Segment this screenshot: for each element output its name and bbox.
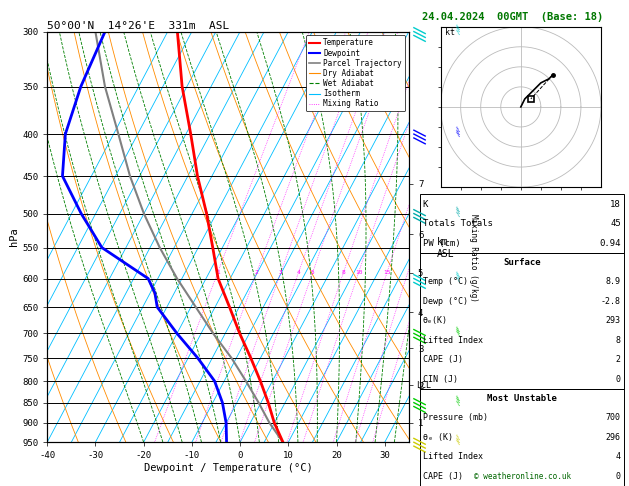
Text: Most Unstable: Most Unstable xyxy=(487,394,557,403)
Text: /: / xyxy=(456,271,462,277)
Text: K: K xyxy=(423,200,428,208)
Legend: Temperature, Dewpoint, Parcel Trajectory, Dry Adiabat, Wet Adiabat, Isotherm, Mi: Temperature, Dewpoint, Parcel Trajectory… xyxy=(306,35,405,111)
Text: /: / xyxy=(456,328,462,334)
Text: /: / xyxy=(456,206,462,212)
Text: /: / xyxy=(456,439,462,445)
Text: 5: 5 xyxy=(311,270,314,275)
Text: 0: 0 xyxy=(616,375,621,383)
Text: /: / xyxy=(456,437,462,443)
Text: 700: 700 xyxy=(606,414,621,422)
Text: PW (cm): PW (cm) xyxy=(423,239,460,247)
Text: θₑ(K): θₑ(K) xyxy=(423,316,448,325)
Text: 18: 18 xyxy=(610,200,621,208)
X-axis label: Dewpoint / Temperature (°C): Dewpoint / Temperature (°C) xyxy=(143,463,313,473)
Text: 8: 8 xyxy=(616,336,621,345)
Text: 1: 1 xyxy=(216,270,220,275)
Text: /: / xyxy=(456,29,462,35)
Text: © weatheronline.co.uk: © weatheronline.co.uk xyxy=(474,472,571,481)
Text: 4: 4 xyxy=(616,452,621,461)
Text: /: / xyxy=(456,208,462,214)
Text: /: / xyxy=(456,399,462,406)
Text: CAPE (J): CAPE (J) xyxy=(423,355,463,364)
Text: /: / xyxy=(456,434,462,440)
Text: Totals Totals: Totals Totals xyxy=(423,219,493,228)
Text: /: / xyxy=(456,273,462,279)
Text: /: / xyxy=(456,326,462,331)
Text: CIN (J): CIN (J) xyxy=(423,375,458,383)
Text: Lifted Index: Lifted Index xyxy=(423,336,482,345)
Text: 0: 0 xyxy=(616,472,621,481)
Text: 8.9: 8.9 xyxy=(606,278,621,286)
Text: /: / xyxy=(456,395,462,401)
Text: 8: 8 xyxy=(342,270,345,275)
Text: 3: 3 xyxy=(279,270,282,275)
Text: 45: 45 xyxy=(610,219,621,228)
Text: /: / xyxy=(456,397,462,403)
Text: 4: 4 xyxy=(297,270,301,275)
Text: Surface: Surface xyxy=(503,258,540,267)
Text: 0.94: 0.94 xyxy=(599,239,621,247)
Text: Lifted Index: Lifted Index xyxy=(423,452,482,461)
Text: 15: 15 xyxy=(383,270,391,275)
Text: Mixing Ratio (g/kg): Mixing Ratio (g/kg) xyxy=(469,213,479,301)
Text: /: / xyxy=(456,26,462,32)
Text: -2.8: -2.8 xyxy=(601,297,621,306)
Text: CAPE (J): CAPE (J) xyxy=(423,472,463,481)
Text: 296: 296 xyxy=(606,433,621,442)
Text: /: / xyxy=(456,330,462,336)
Text: Temp (°C): Temp (°C) xyxy=(423,278,468,286)
Text: /: / xyxy=(456,126,462,132)
Text: 10: 10 xyxy=(355,270,362,275)
Text: 293: 293 xyxy=(606,316,621,325)
Y-axis label: km
ASL: km ASL xyxy=(437,237,455,259)
Text: 2: 2 xyxy=(255,270,259,275)
Text: Pressure (mb): Pressure (mb) xyxy=(423,414,487,422)
Text: /: / xyxy=(456,276,462,281)
Y-axis label: hPa: hPa xyxy=(9,227,19,246)
Text: 2: 2 xyxy=(616,355,621,364)
Text: /: / xyxy=(456,131,462,137)
Text: /: / xyxy=(456,210,462,217)
Text: 50°00'N  14°26'E  331m  ASL: 50°00'N 14°26'E 331m ASL xyxy=(47,21,230,31)
Text: 24.04.2024  00GMT  (Base: 18): 24.04.2024 00GMT (Base: 18) xyxy=(423,12,604,22)
Text: LCL: LCL xyxy=(416,381,431,390)
Text: θₑ (K): θₑ (K) xyxy=(423,433,453,442)
Text: /: / xyxy=(456,129,462,135)
Text: kt: kt xyxy=(445,28,455,37)
Text: /: / xyxy=(456,24,462,30)
Text: Dewp (°C): Dewp (°C) xyxy=(423,297,468,306)
